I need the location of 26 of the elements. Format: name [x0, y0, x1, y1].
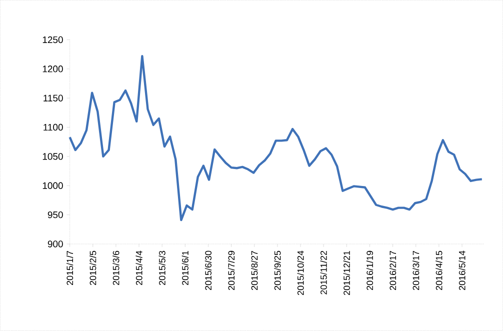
y-tick-label: 1150 [44, 94, 63, 102]
x-tick-label: 2016/4/15 [436, 251, 442, 290]
x-tick-label: 2015/5/3 [158, 251, 166, 286]
x-tick-label: 2015/4/4 [136, 250, 142, 286]
x-tick-label: 2015/1/7 [66, 251, 74, 286]
x-tick-label: 2016/5/14 [458, 250, 466, 290]
y-tick-label: 950 [48, 212, 63, 218]
x-tick-label: 2015/11/22 [320, 251, 327, 294]
y-tick-label: 1200 [42, 66, 63, 72]
x-tick-label: 2016/1/19 [366, 251, 374, 290]
x-tick-label: 2016/3/17 [412, 251, 420, 290]
x-tick-label: 2015/8/27 [251, 251, 258, 290]
x-tick-label: 2015/12/21 [343, 251, 350, 296]
x-tick-label: 2015/10/24 [297, 250, 304, 296]
x-tick-label: 2015/2/5 [90, 251, 96, 286]
y-tick-label: 1000 [42, 182, 63, 190]
y-tick-label: 1100 [44, 124, 63, 131]
x-tick-label: 2015/7/29 [228, 251, 235, 290]
x-tick-label: 2015/6/1 [182, 251, 188, 286]
x-tick-label: 2015/9/25 [274, 251, 281, 290]
y-tick-label: 1250 [42, 36, 63, 44]
x-tick-label: 2015/3/6 [112, 251, 120, 286]
y-tick-label: 900 [48, 240, 63, 248]
x-tick-label: 2015/6/30 [204, 250, 212, 290]
x-tick-label: 2016/2/17 [389, 251, 396, 290]
y-tick-label: 1050 [42, 153, 63, 160]
